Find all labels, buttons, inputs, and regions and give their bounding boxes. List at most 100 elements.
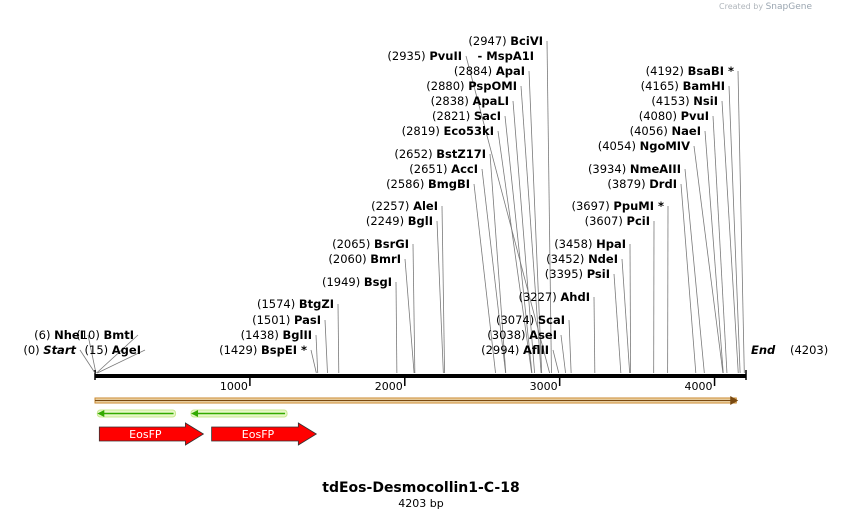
site-position: (6) [34,328,54,342]
site-position: (3227) [518,290,560,304]
restriction-site[interactable]: (3074) ScaI [496,313,565,327]
restriction-site[interactable]: (2586) BmgBI [386,177,470,191]
site-label-text: (2249) BglI [366,214,433,228]
site-name: PvuII [429,49,462,63]
site-label-text: (2884) ApaI [454,64,525,78]
site-name: NmeAIII [630,162,681,176]
site-position: (4080) [639,109,681,123]
feature-eosfp[interactable]: EosFP [98,422,205,446]
restriction-site[interactable]: (2880) PspOMI [426,79,517,93]
site-name: BglI [408,214,433,228]
site-label-text: (3395) PsiI [545,267,610,281]
site-connector [568,319,572,374]
restriction-site[interactable]: (10) BmtI [76,328,134,342]
site-position: (10) [76,328,103,342]
site-position: (3934) [588,162,630,176]
site-position: (2065) [332,237,374,251]
restriction-site[interactable]: (1438) BglII [241,328,312,342]
site-label-text: (2065) BsrGI [332,237,409,251]
site-label-text: (2652) BstZ17I [394,147,486,161]
restriction-site[interactable]: (2652) BstZ17I [394,147,486,161]
restriction-site[interactable]: (2947) BciVI [468,34,543,48]
restriction-site[interactable]: (2060) BmrI [328,252,401,266]
restriction-site[interactable]: (2838) ApaLI [431,94,509,108]
snapgene-credit: Created by SnapGene [719,2,812,12]
site-label-text: (3227) AhdI [518,290,590,304]
site-name: PspOMI [468,79,517,93]
restriction-site[interactable]: (3038) AseI [487,328,557,342]
restriction-site[interactable]: (2257) AleI [371,199,438,213]
restriction-site[interactable]: (2821) SacI [432,109,501,123]
restriction-site[interactable]: (2935) PvuII [387,49,462,63]
site-name: PvuI [681,109,709,123]
restriction-site[interactable]: (3452) NdeI [546,252,618,266]
restriction-site[interactable]: (3934) NmeAIII [588,162,681,176]
site-connector [721,100,739,374]
site-position: (3697) [572,199,614,213]
restriction-site[interactable]: (3697) PpuMI * [572,199,665,213]
start-name: Start [43,343,76,357]
restriction-site[interactable]: (3227) AhdI [518,290,590,304]
site-label-text: (15) AgeI [85,343,141,357]
restriction-site[interactable]: (3879) DrdI [607,177,677,191]
restriction-site[interactable]: (1501) PasI [252,313,321,327]
site-position: (2838) [431,94,473,108]
site-connector [512,100,535,374]
site-position: (2651) [409,162,451,176]
site-label-text: (1429) BspEI * [219,343,307,357]
site-label-text: (2994) AflII [481,343,549,357]
restriction-site[interactable]: (1429) BspEI * [219,343,307,357]
site-connector [737,70,745,374]
site-position: (1574) [257,297,299,311]
restriction-site[interactable]: (4054) NgoMIV [598,139,690,153]
restriction-site[interactable]: (2651) AccI [409,162,478,176]
restriction-site[interactable]: (4192) BsaBI * [646,64,734,78]
restriction-site[interactable]: (4165) BamHI [641,79,725,93]
site-label-text: - MspA1I [478,49,534,63]
site-label-text: (2821) SacI [432,109,501,123]
site-label-text: (3879) DrdI [607,177,677,191]
site-position: (2819) [402,124,444,138]
end-label: End [751,343,776,357]
site-connector [465,55,550,374]
feature-eosfp[interactable]: EosFP [211,422,318,446]
restriction-site[interactable]: (3458) HpaI [554,237,626,251]
site-label-text: (2838) ApaLI [431,94,509,108]
restriction-site[interactable]: (3395) PsiI [545,267,610,281]
ruler: 1000 2000 3000 4000 [220,378,716,393]
site-label-text: (2880) PspOMI [426,79,517,93]
restriction-site[interactable]: (15) AgeI [85,343,141,357]
site-connector [441,205,445,374]
restriction-site[interactable]: (2994) AflII [481,343,549,357]
site-name: ApaI [496,64,525,78]
site-position: (15) [85,343,112,357]
restriction-site[interactable]: - MspA1I [478,49,534,63]
restriction-site[interactable]: (2249) BglI [366,214,433,228]
site-label-text: (2257) AleI [371,199,438,213]
site-connector [552,349,560,374]
credit-prefix: Created by [719,2,764,11]
site-labels: (6) NheI(15) AgeI(10) BmtI (1429) BspEI *… [34,34,734,357]
restriction-site[interactable]: (2065) BsrGI [332,237,409,251]
site-position: (4192) [646,64,688,78]
site-name: ScaI [538,313,565,327]
ruler-tick-label: 3000 [530,380,558,393]
restriction-site[interactable]: (1949) BsgI [322,275,392,289]
restriction-site[interactable]: (4153) NsiI [651,94,718,108]
restriction-site[interactable]: (1574) BtgZI [257,297,334,311]
restriction-site[interactable]: (4080) PvuI [639,109,709,123]
site-name: BciVI [510,34,543,48]
restriction-site[interactable]: (6) NheI [34,328,84,342]
site-connector [436,220,444,374]
site-position: (3074) [496,313,538,327]
site-position: (2257) [371,199,413,213]
sequence-backbone [94,370,747,380]
restriction-site[interactable]: (3607) PciI [585,214,650,228]
site-label-text: (10) BmtI [76,328,134,342]
restriction-site[interactable]: (4056) NaeI [630,124,701,138]
site-connector [489,153,507,374]
site-name: ApaLI [473,94,510,108]
restriction-site[interactable]: (2819) Eco53kI [402,124,494,138]
restriction-site[interactable]: (2884) ApaI [454,64,525,78]
site-name: AflII [523,343,549,357]
